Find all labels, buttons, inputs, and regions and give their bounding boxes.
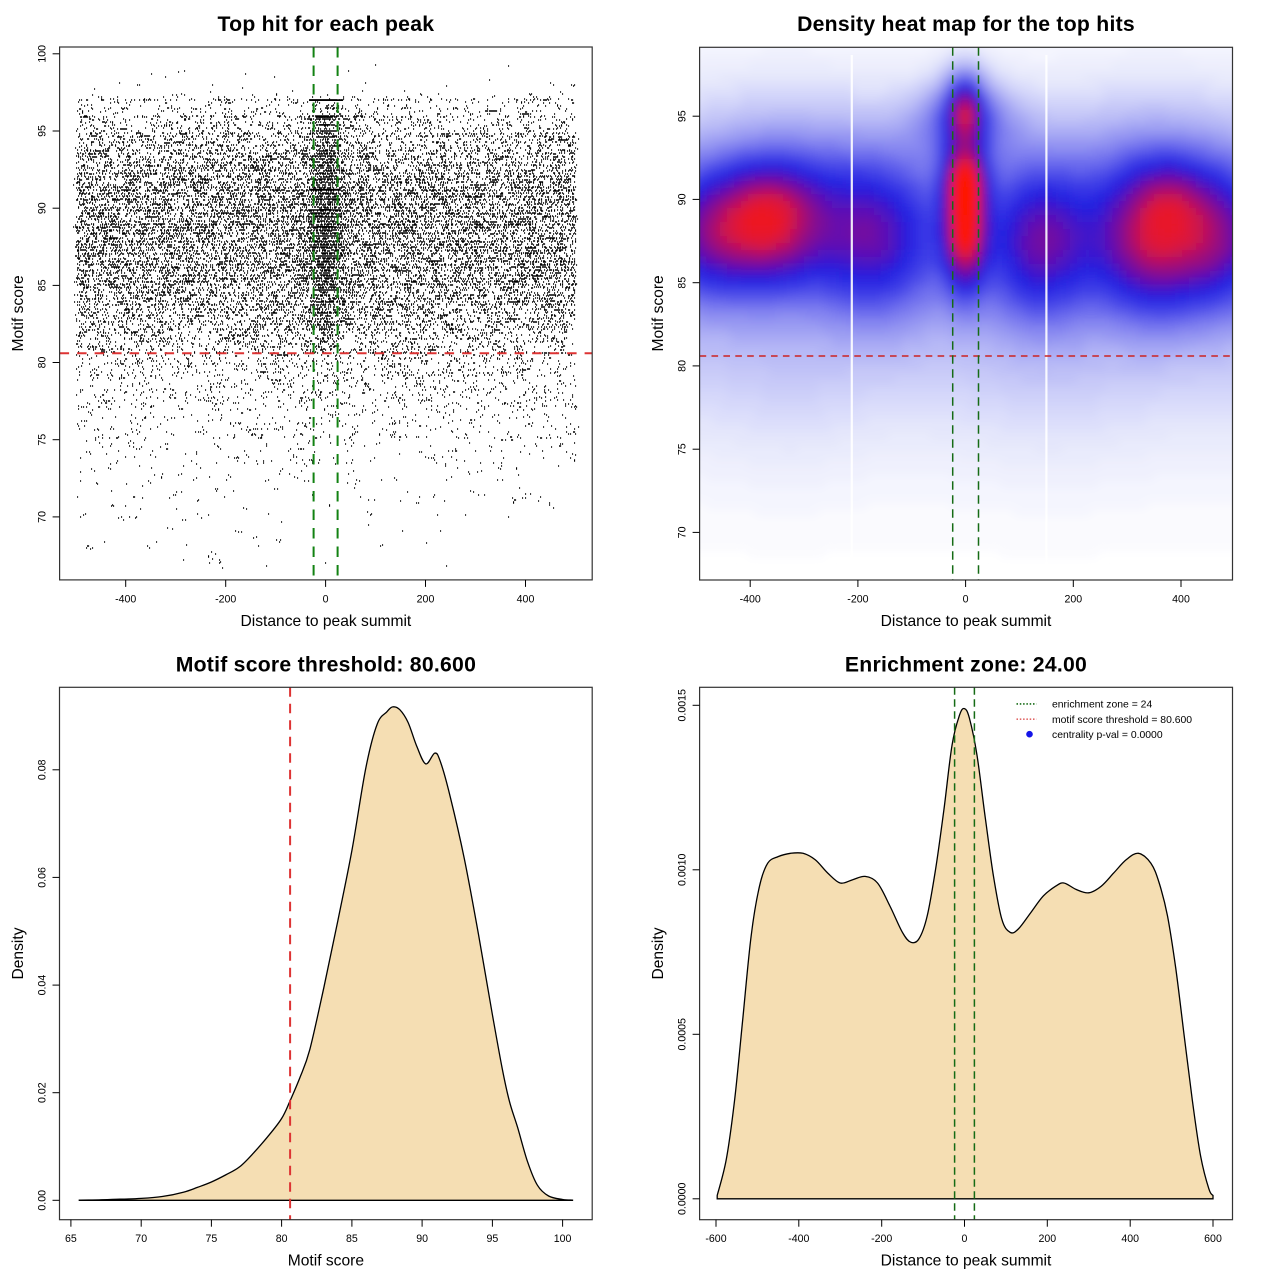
svg-text:80: 80 — [37, 357, 49, 369]
svg-text:90: 90 — [416, 1233, 428, 1245]
svg-text:400: 400 — [517, 593, 535, 605]
svg-text:0.0005: 0.0005 — [677, 1018, 689, 1051]
svg-text:Density: Density — [650, 927, 667, 979]
svg-text:75: 75 — [677, 443, 689, 455]
svg-text:Motif score: Motif score — [10, 275, 27, 351]
svg-text:Motif score threshold: 80.600: Motif score threshold: 80.600 — [176, 654, 476, 677]
svg-text:-400: -400 — [788, 1233, 809, 1245]
svg-text:600: 600 — [1204, 1233, 1222, 1245]
svg-text:-600: -600 — [705, 1233, 726, 1245]
svg-text:enrichment zone = 24: enrichment zone = 24 — [1052, 700, 1152, 711]
svg-text:Top hit for each peak: Top hit for each peak — [218, 13, 435, 36]
svg-text:Distance to peak summit: Distance to peak summit — [881, 613, 1052, 630]
svg-text:motif score threshold = 80.600: motif score threshold = 80.600 — [1052, 715, 1192, 726]
svg-text:85: 85 — [346, 1233, 358, 1245]
svg-text:85: 85 — [677, 277, 689, 289]
svg-text:0.0000: 0.0000 — [677, 1182, 689, 1215]
svg-text:400: 400 — [1172, 594, 1190, 606]
svg-text:0.04: 0.04 — [37, 975, 49, 996]
svg-text:Motif score: Motif score — [288, 1253, 364, 1270]
svg-text:-200: -200 — [215, 593, 236, 605]
svg-text:Motif score: Motif score — [650, 275, 667, 351]
svg-text:0.08: 0.08 — [37, 759, 49, 780]
svg-text:Enrichment zone: 24.00: Enrichment zone: 24.00 — [845, 654, 1087, 677]
svg-text:95: 95 — [487, 1233, 499, 1245]
svg-text:200: 200 — [1064, 594, 1082, 606]
svg-text:95: 95 — [37, 125, 49, 137]
svg-text:70: 70 — [135, 1233, 147, 1245]
svg-text:-400: -400 — [740, 594, 761, 606]
svg-text:95: 95 — [677, 110, 689, 122]
svg-text:200: 200 — [1038, 1233, 1056, 1245]
svg-text:0.06: 0.06 — [37, 867, 49, 888]
svg-text:0.02: 0.02 — [37, 1082, 49, 1103]
svg-text:-200: -200 — [847, 594, 868, 606]
svg-text:90: 90 — [677, 193, 689, 205]
svg-text:100: 100 — [554, 1233, 572, 1245]
svg-text:80: 80 — [276, 1233, 288, 1245]
svg-text:-400: -400 — [115, 593, 136, 605]
svg-text:-200: -200 — [871, 1233, 892, 1245]
svg-text:75: 75 — [206, 1233, 218, 1245]
svg-text:400: 400 — [1121, 1233, 1139, 1245]
svg-text:80: 80 — [677, 360, 689, 372]
svg-text:0: 0 — [963, 594, 969, 606]
svg-text:Density heat map for the top h: Density heat map for the top hits — [797, 13, 1135, 36]
svg-text:0: 0 — [962, 1233, 968, 1245]
svg-text:Distance to peak summit: Distance to peak summit — [241, 613, 412, 630]
svg-text:Density: Density — [10, 927, 27, 979]
svg-text:0.0015: 0.0015 — [677, 689, 689, 722]
svg-text:0.0010: 0.0010 — [677, 853, 689, 886]
svg-text:90: 90 — [37, 202, 49, 214]
svg-text:85: 85 — [37, 279, 49, 291]
svg-text:0.00: 0.00 — [37, 1190, 49, 1211]
svg-text:Distance to peak summit: Distance to peak summit — [881, 1253, 1052, 1270]
svg-text:70: 70 — [37, 511, 49, 523]
svg-text:0: 0 — [323, 593, 329, 605]
svg-text:65: 65 — [65, 1233, 77, 1245]
svg-text:70: 70 — [677, 526, 689, 538]
svg-text:75: 75 — [37, 434, 49, 446]
svg-text:centrality p-val = 0.0000: centrality p-val = 0.0000 — [1052, 730, 1163, 741]
svg-text:200: 200 — [417, 593, 435, 605]
svg-text:100: 100 — [37, 45, 49, 63]
